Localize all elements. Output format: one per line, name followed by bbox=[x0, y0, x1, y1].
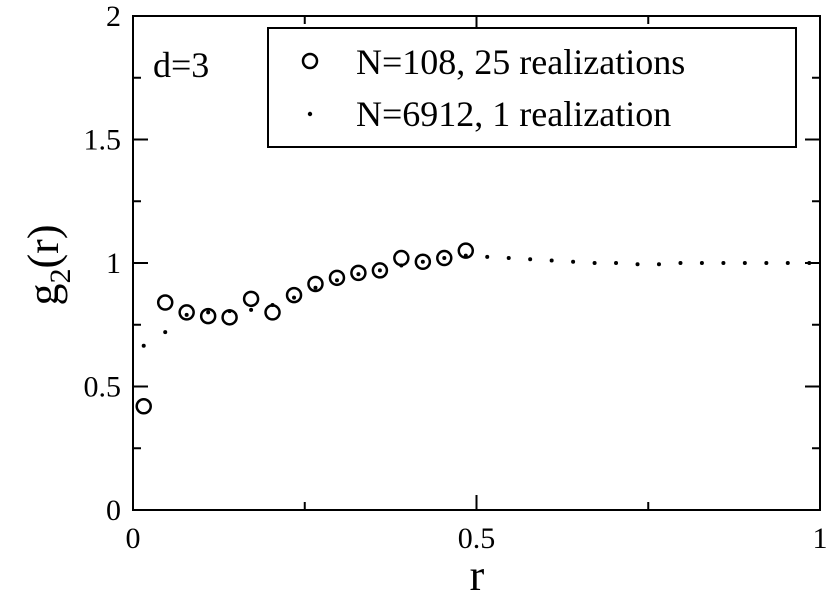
data-point-dot bbox=[270, 302, 275, 307]
data-point-open-circle bbox=[178, 304, 195, 321]
legend-marker-dot bbox=[307, 111, 313, 117]
data-point-open-circle bbox=[457, 242, 475, 259]
y-tick-label: 1 bbox=[106, 247, 121, 280]
y-tick-label: 1.5 bbox=[84, 124, 122, 157]
data-point-dot bbox=[528, 257, 533, 262]
data-point-open-circle bbox=[393, 249, 410, 267]
y-tick-label: 0.5 bbox=[84, 371, 122, 404]
data-point-dot bbox=[614, 261, 619, 265]
x-tick-label: 1 bbox=[813, 522, 828, 555]
y-tick-label: 2 bbox=[106, 0, 121, 33]
data-point-dot bbox=[785, 261, 790, 265]
data-point-dot bbox=[227, 309, 232, 314]
data-point-dot bbox=[742, 261, 747, 265]
x-tick-label: 0.5 bbox=[458, 522, 496, 555]
legend-marker-open-circle bbox=[301, 52, 319, 70]
plot-area bbox=[135, 242, 812, 415]
data-point-dot bbox=[141, 343, 146, 348]
data-point-dot bbox=[699, 261, 704, 265]
data-point-open-circle bbox=[414, 253, 432, 271]
y-axis-title: g2(r) bbox=[19, 225, 77, 306]
data-point-dot bbox=[506, 256, 511, 261]
data-point-open-circle bbox=[307, 275, 324, 293]
data-point-dot bbox=[313, 285, 318, 290]
data-point-dot bbox=[399, 263, 404, 268]
data-point-open-circle bbox=[350, 264, 367, 282]
data-point-dot bbox=[206, 310, 211, 315]
y-axis-title-subscript: 2 bbox=[44, 268, 77, 283]
data-point-open-circle bbox=[371, 262, 389, 279]
data-point-open-circle bbox=[135, 398, 152, 415]
y-axis-title-tail: (r) bbox=[19, 225, 68, 269]
data-point-dot bbox=[249, 307, 254, 312]
data-point-open-circle bbox=[264, 304, 281, 321]
data-point-open-circle bbox=[285, 286, 303, 304]
data-point-dot bbox=[163, 330, 168, 335]
data-point-dot bbox=[334, 278, 339, 283]
legend-label-series-1: N=108, 25 realizations bbox=[356, 42, 685, 82]
data-point-dot bbox=[635, 262, 640, 267]
axes: 0 0.5 1 0 0.5 1 1.5 2 bbox=[84, 0, 828, 555]
y-axis-title-base: g bbox=[19, 283, 68, 305]
data-point-dot bbox=[807, 261, 812, 265]
data-point-open-circle bbox=[156, 294, 174, 311]
dimension-annotation: d=3 bbox=[153, 45, 209, 85]
data-point-dot bbox=[442, 256, 447, 261]
data-point-open-circle bbox=[436, 249, 453, 267]
data-point-open-circle bbox=[328, 269, 346, 287]
data-point-dot bbox=[592, 261, 597, 265]
data-point-dot bbox=[721, 261, 726, 265]
data-point-dot bbox=[184, 312, 189, 317]
data-point-dot bbox=[678, 261, 683, 265]
data-point-dot bbox=[549, 258, 554, 263]
data-point-dot bbox=[463, 253, 468, 258]
data-point-dot bbox=[292, 295, 297, 300]
data-point-dot bbox=[485, 254, 490, 259]
legend-box bbox=[267, 27, 797, 148]
data-point-open-circle bbox=[242, 290, 260, 308]
legend-label-series-2: N=6912, 1 realization bbox=[356, 94, 671, 134]
legend: N=108, 25 realizations N=6912, 1 realiza… bbox=[267, 27, 797, 148]
data-point-dot bbox=[571, 259, 576, 264]
data-point-open-circle bbox=[199, 307, 217, 325]
x-tick-label: 0 bbox=[126, 522, 141, 555]
x-axis-title: r bbox=[470, 551, 485, 594]
data-point-dot bbox=[656, 262, 661, 267]
data-point-dot bbox=[377, 268, 382, 273]
y-tick-label: 0 bbox=[106, 494, 121, 527]
data-point-dot bbox=[356, 272, 361, 277]
data-point-dot bbox=[420, 259, 425, 264]
data-point-dot bbox=[764, 261, 769, 265]
